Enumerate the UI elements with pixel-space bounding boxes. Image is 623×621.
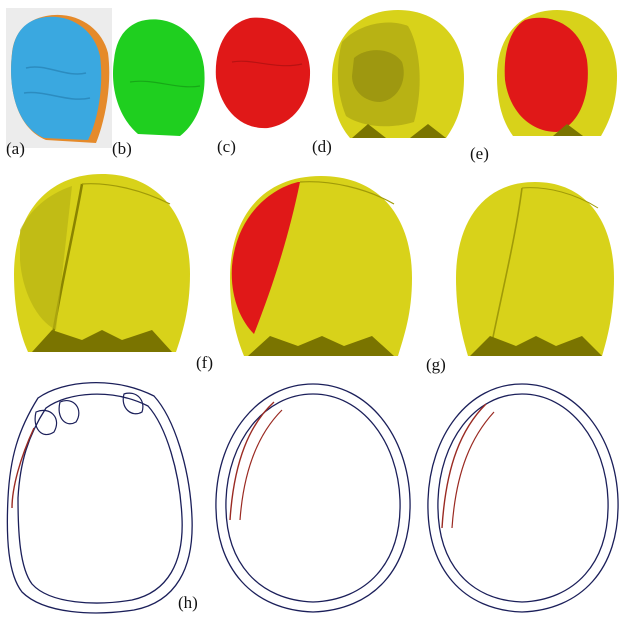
label-e: (e) [470,144,489,163]
label-h: (h) [178,593,198,612]
label-b: (b) [112,139,132,158]
panel-f-skull-reconstructed [12,170,192,352]
panel-c-red-implant [212,12,312,132]
label-a: (a) [6,139,25,158]
panel-b-green-implant [108,12,208,140]
panel-e-skull-implant [495,6,621,140]
panel-h-contour-reconstructed [422,380,622,616]
label-g: (g) [426,355,446,374]
panel-d-skull-defect [328,6,468,142]
panel-f-skull-with-implant [226,170,416,356]
panel-a-blue-implant [6,8,112,148]
panel-g-skull [452,178,618,356]
label-d: (d) [312,137,332,156]
panel-h-contour-defect [4,378,200,618]
panel-h-contour-implant [210,380,416,616]
label-f: (f) [196,353,213,372]
label-c: (c) [217,137,236,156]
